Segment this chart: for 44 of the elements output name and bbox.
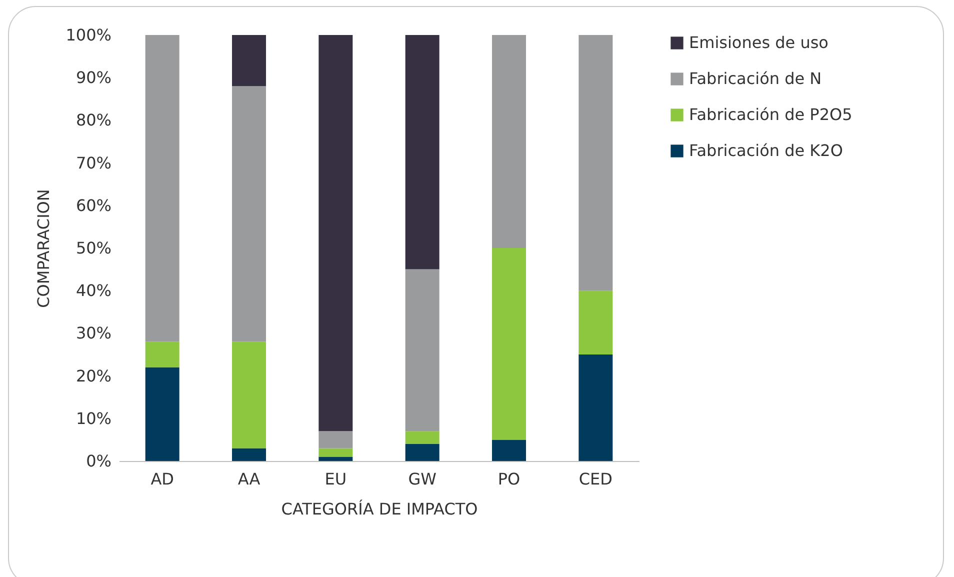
bar bbox=[232, 86, 266, 342]
y-tick-label: 100% bbox=[66, 26, 112, 44]
y-tick-label: 10% bbox=[76, 408, 112, 428]
y-axis-title: COMPARACION bbox=[34, 189, 53, 308]
x-tick-label: GW bbox=[408, 470, 437, 488]
bar bbox=[145, 35, 180, 342]
bar bbox=[405, 431, 440, 444]
x-tick-label: PO bbox=[498, 470, 520, 488]
y-tick-label: 20% bbox=[76, 366, 112, 386]
bar bbox=[145, 367, 180, 461]
bar bbox=[318, 448, 353, 457]
bar bbox=[145, 342, 180, 368]
legend-label: Fabricación de N bbox=[689, 69, 822, 88]
bar bbox=[578, 354, 613, 461]
y-tick-label: 70% bbox=[76, 153, 112, 172]
legend-label: Fabricación de P2O5 bbox=[689, 105, 852, 124]
x-tick-label: AA bbox=[238, 470, 260, 488]
bar bbox=[405, 35, 440, 270]
bar bbox=[318, 456, 353, 461]
x-tick-label: AD bbox=[150, 470, 174, 488]
bar bbox=[405, 444, 440, 461]
bar bbox=[405, 269, 440, 432]
bar bbox=[232, 35, 266, 86]
y-tick-label: 80% bbox=[76, 110, 112, 130]
y-tick-label: 60% bbox=[76, 196, 112, 215]
y-tick-label: 90% bbox=[76, 68, 112, 88]
y-tick-label: 40% bbox=[76, 281, 112, 300]
bar bbox=[578, 290, 613, 354]
x-axis-title: CATEGORÍA DE IMPACTO bbox=[281, 500, 478, 518]
bar bbox=[318, 431, 353, 448]
bar bbox=[492, 35, 526, 248]
bar bbox=[232, 342, 266, 448]
x-tick-label: EU bbox=[324, 470, 347, 488]
bar bbox=[492, 248, 526, 440]
y-tick-label: 30% bbox=[76, 324, 112, 343]
bar bbox=[492, 440, 526, 461]
bar bbox=[318, 35, 353, 432]
y-tick-label: 0% bbox=[86, 452, 112, 470]
bar bbox=[232, 448, 266, 461]
bar bbox=[578, 35, 613, 291]
y-tick-label: 50% bbox=[76, 238, 112, 258]
legend-label: Emisiones de uso bbox=[689, 33, 828, 52]
x-tick-label: CED bbox=[578, 470, 612, 488]
legend-label: Fabricación de K2O bbox=[689, 141, 843, 160]
